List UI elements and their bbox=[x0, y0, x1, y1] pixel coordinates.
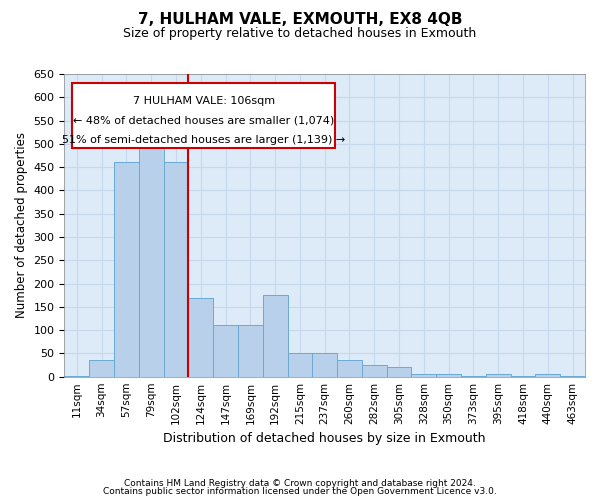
Bar bbox=[362, 365, 386, 376]
Bar bbox=[287, 354, 313, 376]
Y-axis label: Number of detached properties: Number of detached properties bbox=[15, 132, 28, 318]
Bar bbox=[114, 162, 139, 376]
Text: 7, HULHAM VALE, EXMOUTH, EX8 4QB: 7, HULHAM VALE, EXMOUTH, EX8 4QB bbox=[138, 12, 462, 28]
Text: ← 48% of detached houses are smaller (1,074): ← 48% of detached houses are smaller (1,… bbox=[73, 116, 334, 126]
Bar bbox=[164, 162, 188, 376]
Bar bbox=[72, 83, 335, 148]
Bar bbox=[386, 368, 412, 376]
Bar bbox=[313, 354, 337, 376]
X-axis label: Distribution of detached houses by size in Exmouth: Distribution of detached houses by size … bbox=[163, 432, 486, 445]
Bar bbox=[89, 360, 114, 376]
Text: 51% of semi-detached houses are larger (1,139) →: 51% of semi-detached houses are larger (… bbox=[62, 136, 345, 145]
Bar bbox=[486, 374, 511, 376]
Bar bbox=[337, 360, 362, 376]
Bar bbox=[139, 139, 164, 376]
Bar bbox=[238, 324, 263, 376]
Bar bbox=[213, 324, 238, 376]
Text: 7 HULHAM VALE: 106sqm: 7 HULHAM VALE: 106sqm bbox=[133, 96, 275, 106]
Bar bbox=[412, 374, 436, 376]
Bar bbox=[188, 298, 213, 376]
Bar bbox=[263, 295, 287, 376]
Text: Size of property relative to detached houses in Exmouth: Size of property relative to detached ho… bbox=[124, 28, 476, 40]
Bar bbox=[535, 374, 560, 376]
Text: Contains HM Land Registry data © Crown copyright and database right 2024.: Contains HM Land Registry data © Crown c… bbox=[124, 478, 476, 488]
Text: Contains public sector information licensed under the Open Government Licence v3: Contains public sector information licen… bbox=[103, 487, 497, 496]
Bar bbox=[436, 374, 461, 376]
